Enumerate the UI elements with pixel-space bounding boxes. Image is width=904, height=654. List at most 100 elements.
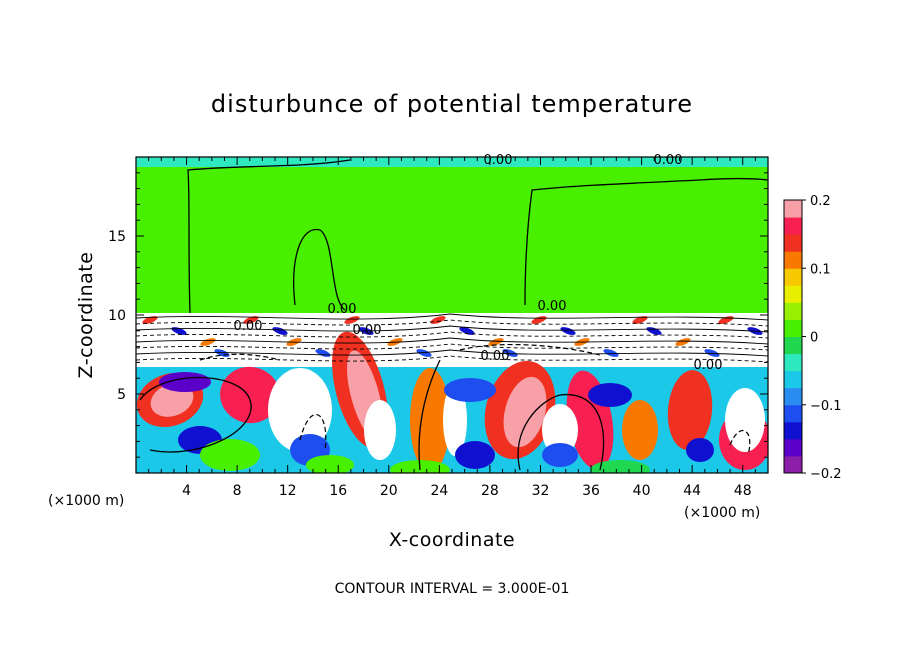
x-tick-label: 32 [532,483,550,499]
colorbar-tick-label: −0.1 [810,399,842,414]
pale-core [364,400,396,460]
colorbar-swatch [784,455,802,474]
colorbar-swatch [784,217,802,235]
contour-label: 0.00 [538,299,567,314]
x-unit-note-right: (×1000 m) [684,505,760,521]
colorbar-swatch [784,200,802,218]
transition-streak [142,316,158,324]
colorbar-swatch [784,353,802,372]
contour-label: 0.00 [328,302,357,317]
cold-plume [542,443,578,467]
contour-label: 0.00 [694,358,723,373]
contour-label: 0.00 [234,319,263,334]
contour-inversion-band [136,337,768,345]
colorbar-swatch [784,234,802,252]
neutral-patch [306,455,354,473]
x-tick-label: 12 [279,483,297,499]
contour-inversion-band [136,313,768,321]
contour-solid [187,159,351,314]
contour-inversion-band [136,349,768,357]
contour-label: 0.00 [654,153,683,168]
upper-layer-fill [136,157,768,313]
colorbar-swatch [784,251,802,269]
colorbar-swatch [784,438,802,457]
contour-interval-note: CONTOUR INTERVAL = 3.000E-01 [335,581,570,597]
pale-core [503,376,547,448]
transition-streak [632,316,648,324]
warm-plume [220,366,280,424]
contour-inversion-band [136,343,768,351]
transition-streak [416,349,432,357]
transition-streak [430,316,446,324]
transition-streak [560,327,576,335]
contour-labels: 0.00 0.00 0.00 0.00 0.00 0.00 0.00 0.00 [234,153,723,373]
contour-lines [136,159,768,471]
x-tick-label: 28 [481,483,499,499]
x-tick-label: 36 [582,483,600,499]
transition-streak [200,338,216,346]
colorbar-swatch [784,319,802,337]
colorbar [783,199,803,474]
colorbar-tick-label: −0.2 [810,467,842,482]
transition-streak [459,327,475,335]
cold-plume [686,438,714,462]
colorbar-ticks: 0.2 0.1 0 −0.1 −0.2 [802,194,842,482]
transition-streak [603,349,619,357]
contour-solid [293,228,346,311]
chart-title: disturbunce of potential temperature [211,90,693,118]
y-tick-label: 10 [108,308,126,324]
colorbar-swatch [784,421,802,440]
transition-streak [488,338,504,346]
x-axis: 4 8 12 16 20 24 28 32 36 40 44 48 [148,157,769,499]
neutral-patch [590,460,650,473]
x-tick-label: 40 [633,483,651,499]
x-tick-label: 48 [734,483,752,499]
colorbar-swatch [784,268,802,286]
contour-dashed [199,353,281,361]
colorbar-swatch [784,302,802,320]
transition-streak [344,316,360,324]
colorbar-tick-label: 0 [810,331,818,346]
neutral-patch [200,439,260,471]
x-tick-label: 16 [329,483,347,499]
contour-inversion-band [136,325,768,333]
x-tick-label: 20 [380,483,398,499]
contour-dashed [729,430,751,456]
top-boundary-band [136,157,768,167]
contour-solid [524,177,768,306]
pale-core [443,384,467,456]
contour-label: 0.00 [481,349,510,364]
contour-inversion-band [136,331,768,339]
contour-inversion-band [136,319,768,327]
transition-streak [243,316,259,324]
contour-label: 0.00 [353,323,382,338]
colorbar-swatch [784,370,802,389]
contour-label: 0.00 [484,153,513,168]
pale-core [542,404,578,456]
colorbar-swatch [784,404,802,423]
contour-solid [418,359,441,471]
x-tick-label: 8 [233,483,242,499]
x-tick-label: 44 [683,483,701,499]
x-tick-label: 24 [430,483,448,499]
pale-core [268,368,332,452]
y-axis-label: Z-coordinate [75,252,97,379]
contour-inversion-band [136,355,768,363]
warm-plume [410,368,450,472]
x-tick-label: 4 [182,483,191,499]
colorbar-tick-label: 0.1 [810,262,831,277]
plot-area [136,157,768,473]
transition-streak [704,349,720,357]
colorbar-swatch [784,387,802,406]
warm-plume [667,370,713,450]
x-axis-label: X-coordinate [389,529,515,551]
cold-plume [444,378,496,402]
y-tick-label: 5 [117,387,126,403]
contour-dashed [299,413,327,451]
transition-layer-fill [136,313,768,367]
transition-streak [502,349,518,357]
y-tick-label: 15 [108,229,126,245]
transition-streak [675,338,691,346]
cold-plume [588,383,632,407]
